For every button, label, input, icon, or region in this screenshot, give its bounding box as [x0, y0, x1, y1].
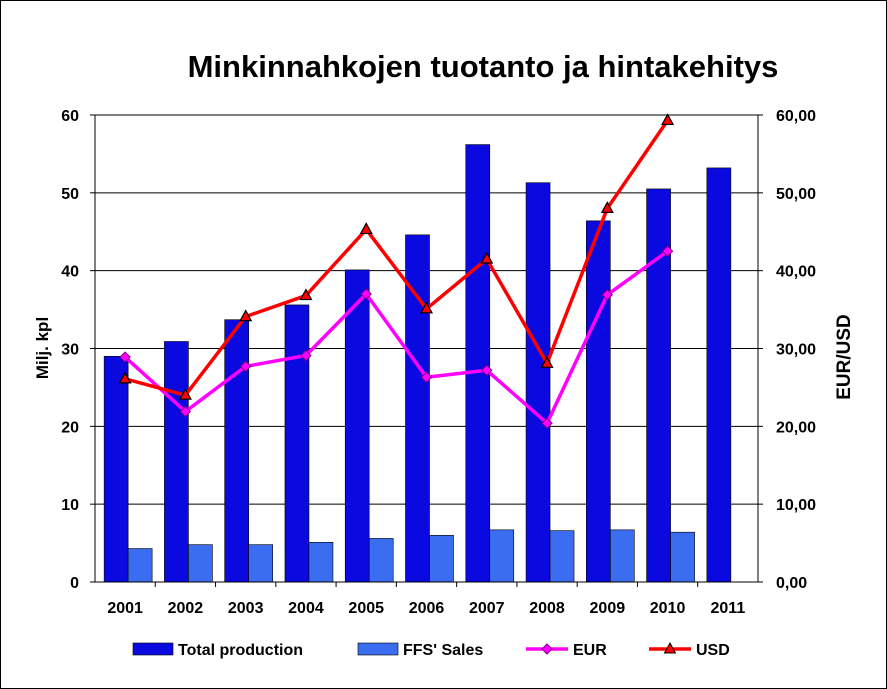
- legend-label-usd: USD: [696, 642, 730, 659]
- point-usd: [299, 288, 313, 301]
- right-tick-label: 40,00: [776, 264, 816, 281]
- bar-ffs-sales: [549, 530, 575, 583]
- chart-title: Minkinnahkojen tuotanto ja hintakehitys: [188, 49, 779, 84]
- point-eur: [300, 349, 312, 362]
- point-usd: [359, 222, 373, 235]
- line-usd: [124, 119, 670, 397]
- point-eur: [481, 364, 493, 377]
- x-tick-label: 2006: [409, 600, 445, 617]
- bar-ffs-sales: [670, 531, 695, 583]
- bar-total-production: [224, 319, 249, 583]
- x-tick-label: 2007: [469, 600, 505, 617]
- point-eur: [239, 360, 252, 373]
- bar-total-production: [525, 182, 551, 583]
- right-axis-title: EUR/USD: [834, 314, 855, 400]
- line-eur: [123, 249, 669, 425]
- bar-total-production: [344, 269, 370, 583]
- point-eur: [420, 371, 433, 384]
- x-tick-label: 2008: [529, 600, 565, 617]
- legend: Total production FFS' Sales EUR USD: [132, 641, 730, 659]
- legend-label-total-production: Total production: [178, 642, 303, 659]
- left-tick-label: 0: [70, 575, 79, 592]
- point-usd: [239, 309, 253, 322]
- x-tick-label: 2005: [348, 600, 384, 617]
- legend-marker-usd: [663, 641, 677, 654]
- bar-total-production: [284, 304, 310, 583]
- bar-ffs-sales: [188, 544, 213, 583]
- right-tick-label: 30,00: [776, 342, 816, 359]
- point-usd: [540, 356, 554, 368]
- x-tick-label: 2001: [107, 600, 143, 617]
- point-eur: [179, 405, 192, 418]
- x-tick-label: 2002: [168, 600, 204, 617]
- x-tick-label: 2004: [288, 600, 324, 617]
- legend-swatch-ffs-sales: [357, 642, 399, 656]
- line-series-group: [118, 113, 675, 429]
- point-usd: [661, 113, 675, 126]
- right-tick-label: 50,00: [776, 186, 816, 203]
- bar-ffs-sales: [368, 538, 394, 583]
- bar-total-production: [405, 234, 430, 583]
- right-axis-ticks: 0,00 10,00 20,00 30,00 40,00 50,00 60,00: [758, 108, 816, 592]
- left-tick-label: 20: [61, 419, 79, 436]
- bar-total-production: [586, 220, 611, 583]
- bar-total-production: [103, 355, 129, 583]
- bar-ffs-sales: [429, 534, 454, 583]
- point-eur: [119, 351, 131, 363]
- left-tick-label: 30: [61, 342, 79, 359]
- point-usd: [118, 371, 132, 384]
- x-tick-label: 2010: [650, 600, 686, 617]
- point-usd: [178, 387, 192, 400]
- point-eur: [661, 245, 674, 257]
- point-usd: [480, 251, 494, 264]
- point-eur: [541, 417, 553, 429]
- x-tick-label: 2003: [228, 600, 264, 617]
- point-usd: [419, 301, 434, 314]
- left-axis-title: Milj. kpl: [33, 317, 52, 379]
- right-tick-label: 60,00: [776, 108, 816, 125]
- x-tick-label: 2011: [711, 600, 746, 617]
- legend-marker-eur: [541, 643, 553, 655]
- right-tick-label: 0,00: [776, 575, 807, 592]
- x-tick-label: 2009: [590, 600, 626, 617]
- point-eur: [601, 289, 614, 301]
- point-eur: [360, 288, 372, 300]
- left-axis-ticks: 0 10 20 30 40 50 60: [61, 108, 95, 592]
- left-tick-label: 60: [61, 108, 79, 125]
- x-axis-ticks: 2001 2002 2003 2004 2005 2006 2007 2008 2009 2010…: [107, 582, 745, 617]
- legend-label-eur: EUR: [573, 642, 607, 659]
- left-tick-label: 50: [61, 186, 79, 203]
- bar-ffs-sales: [127, 548, 153, 583]
- bar-total-production: [164, 341, 189, 583]
- bar-ffs-sales: [248, 544, 273, 583]
- legend-swatch-total-production: [132, 642, 174, 656]
- bar-total-production: [465, 144, 491, 583]
- left-tick-label: 10: [61, 497, 79, 514]
- left-tick-label: 40: [61, 264, 79, 281]
- bar-ffs-sales: [489, 529, 515, 583]
- right-tick-label: 10,00: [776, 497, 816, 514]
- point-usd: [600, 201, 614, 213]
- bar-ffs-sales: [610, 529, 635, 583]
- bar-ffs-sales: [308, 542, 334, 583]
- legend-label-ffs-sales: FFS' Sales: [403, 642, 483, 659]
- right-tick-label: 20,00: [776, 419, 816, 436]
- bar-total-production: [706, 167, 732, 583]
